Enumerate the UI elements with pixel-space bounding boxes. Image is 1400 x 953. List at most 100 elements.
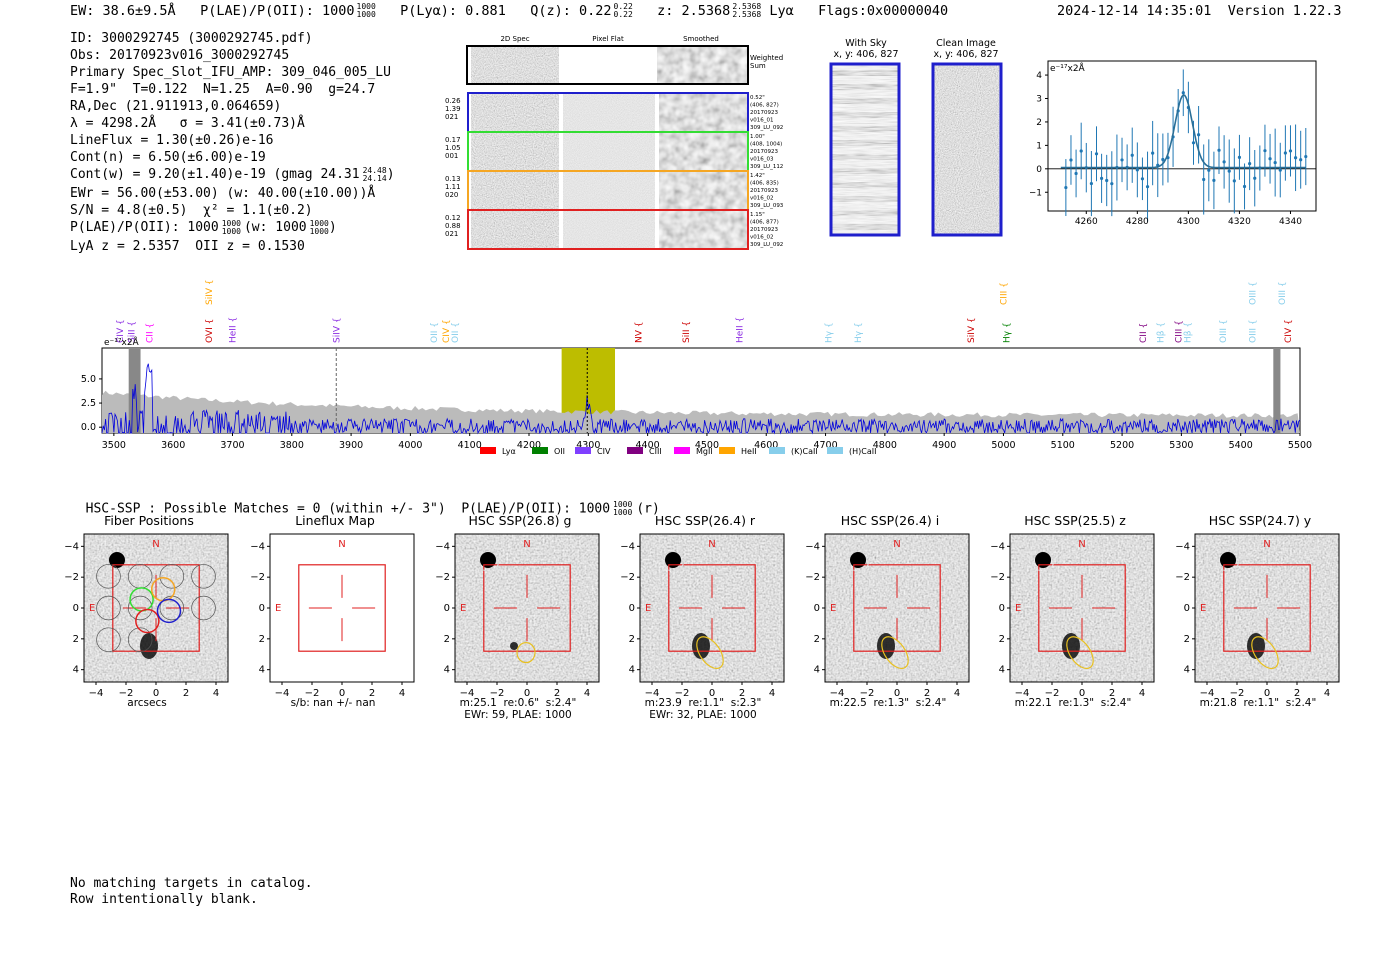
source-blob — [480, 552, 496, 568]
qz-lo: 0.22 — [613, 10, 633, 19]
stamp-left-line: 0.26 — [445, 97, 461, 105]
cut-xtick-label: 0 — [153, 688, 159, 699]
stamp-row: 0.17 1.05 001 1.00" (408, 1004) 20170923 v016_… — [445, 131, 783, 172]
fit-point — [1181, 91, 1185, 95]
target-ellipse — [881, 636, 909, 670]
line-fit-plot: e⁻¹⁷x2Å 4260 4280 4300 4320 4340 4 3 2 1 0 −1 — [1030, 60, 1317, 227]
with-sky-panel: With Sky x, y: 406, 827 — [826, 38, 906, 60]
clean-image-frame — [931, 62, 1003, 237]
spectrum-legend: Lyα OII CIV CIII MgII HeII (K)CaII (H)CaII — [480, 447, 876, 456]
fit-point — [1268, 157, 1272, 161]
spectral-line-label: SiII { — [682, 321, 692, 343]
fit-point — [1207, 168, 1211, 172]
spec-xtick-label: 5000 — [991, 440, 1015, 451]
weighted-sum-label-1: Weighted — [750, 54, 783, 62]
cut-xtick-label: −4 — [89, 688, 104, 699]
cutout-title: HSC SSP(26.4) i — [840, 513, 940, 528]
stamp-left-line: 1.11 — [445, 183, 461, 191]
cut-xtick-label: −2 — [305, 688, 320, 699]
fit-point — [1074, 171, 1078, 176]
spectrum-axes: 3500 3600 3700 3800 3900 4000 4100 4200 4300 4400… — [81, 374, 1312, 451]
neighbor-ellipse — [1031, 548, 1055, 572]
legend-label: MgII — [696, 447, 713, 456]
info-line-radec: RA,Dec (21.911913,0.064659) — [70, 99, 282, 114]
stamp-right-label: 0.52" (406, 827) 20170923 v016_01 309_LU_092 — [750, 95, 783, 131]
cutout-title: Fiber Positions — [104, 513, 194, 528]
legend-swatch — [575, 447, 591, 454]
legend-label: Lyα — [502, 447, 516, 456]
col-title-2dspec: 2D Spec — [500, 35, 529, 43]
legend-swatch — [719, 447, 735, 454]
cutout-image: N E −4 4 −2 2 0 0 2 −2 4 −4 — [1175, 533, 1340, 699]
north-label: N — [523, 539, 530, 550]
spectral-line-label: CIII { — [1174, 320, 1184, 343]
cut-xtick-label: 2 — [739, 688, 745, 699]
catalog-note-line1: No matching targets in catalog. — [70, 876, 313, 891]
clean-image — [934, 65, 1000, 235]
neighbor-ellipse — [661, 548, 685, 572]
source-blob — [665, 552, 681, 568]
legend-label: CIII — [649, 447, 662, 456]
cut-xtick-label: −2 — [1230, 688, 1245, 699]
fit-point — [1120, 158, 1124, 162]
cut-xtick-label: 2 — [1294, 688, 1300, 699]
target-blob — [1247, 633, 1265, 659]
target-blob — [877, 633, 895, 659]
spec-xtick-label: 5100 — [1051, 440, 1075, 451]
line-fit-axes: 4260 4280 4300 4320 4340 4 3 2 1 0 −1 — [1030, 71, 1302, 227]
catalog-note-line2: Row intentionally blank. — [70, 891, 258, 907]
target-blob — [1062, 633, 1080, 659]
stamp-row-frame — [467, 209, 749, 250]
weighted-sum-row: Weighted Sum — [466, 45, 783, 85]
spectral-line-label: OIII { — [1249, 281, 1259, 305]
gmag-lo: 24.14 — [362, 173, 387, 183]
fit-ytick-label: −1 — [1030, 188, 1042, 198]
spectral-line-label: Hβ { — [1157, 322, 1167, 343]
search-box — [1223, 564, 1311, 652]
cutout-caption: m:25.1 re:0.6" s:2.4" EWr: 59, PLAE: 100… — [459, 697, 577, 721]
cut-ytick-label: −2 — [620, 572, 635, 583]
cut-ytick-label: 2 — [444, 634, 450, 645]
stamp-2dspec — [471, 94, 559, 131]
weighted-sum-label: Weighted Sum — [750, 54, 783, 70]
spectral-line-label: SiIV { — [332, 317, 342, 343]
qz-value: Q(z): 0.22 — [530, 3, 612, 19]
fit-point — [1273, 160, 1277, 165]
info-plae-w-lo: 1000 — [309, 226, 329, 236]
fiber-circle — [127, 595, 153, 621]
cut-ytick-label: 2 — [629, 634, 635, 645]
masked-region — [1273, 348, 1281, 433]
fit-point — [1248, 162, 1252, 166]
legend-label: HeII — [741, 447, 757, 456]
cut-xtick-label: −2 — [1045, 688, 1060, 699]
spec-xtick-label: 5300 — [1169, 440, 1193, 451]
info-line-contw-row: Cont(w) = 9.20(±1.40)e-19 (gmag 24.31 24.… — [70, 165, 395, 183]
stamp-right-line: (408, 1004) — [750, 142, 782, 148]
neighbor-ellipse — [476, 548, 500, 572]
info-line-plae: P(LAE)/P(OII): 1000 — [70, 220, 219, 235]
stamp-2dspec — [471, 172, 559, 209]
legend-swatch — [532, 447, 548, 454]
cutout-bg — [84, 534, 228, 682]
cut-ytick-label: 0 — [1184, 603, 1190, 614]
cut-ytick-label: −4 — [990, 541, 1005, 552]
search-box — [1038, 564, 1126, 652]
cut-xtick-label: 0 — [1264, 688, 1270, 699]
cut-ytick-label: −2 — [435, 572, 450, 583]
info-plae-lo: 1000 — [221, 226, 241, 236]
cut-xtick-label: −4 — [645, 688, 660, 699]
spec-xtick-label: 4000 — [398, 440, 422, 451]
fit-xtick-label: 4280 — [1126, 217, 1149, 227]
fit-point — [1161, 157, 1165, 162]
fiber-stamps: 2D Spec Pixel Flat Smoothed Weighted Sum … — [440, 32, 800, 257]
source-blob — [109, 552, 125, 568]
clean-image-xy: x, y: 406, 827 — [933, 49, 999, 60]
cut-ytick-label: 4 — [629, 665, 635, 676]
cut-ytick-label: 2 — [259, 634, 265, 645]
spec-xtick-label: 3600 — [161, 440, 185, 451]
plya-value: P(Lyα): 0.881 — [400, 3, 506, 19]
cut-xtick-label: 0 — [894, 688, 900, 699]
cut-xtick-label: 0 — [1079, 688, 1085, 699]
line-fit-frame — [1047, 60, 1317, 212]
info-line-lineflux: LineFlux = 1.30(±0.26)e-16 — [70, 133, 274, 148]
